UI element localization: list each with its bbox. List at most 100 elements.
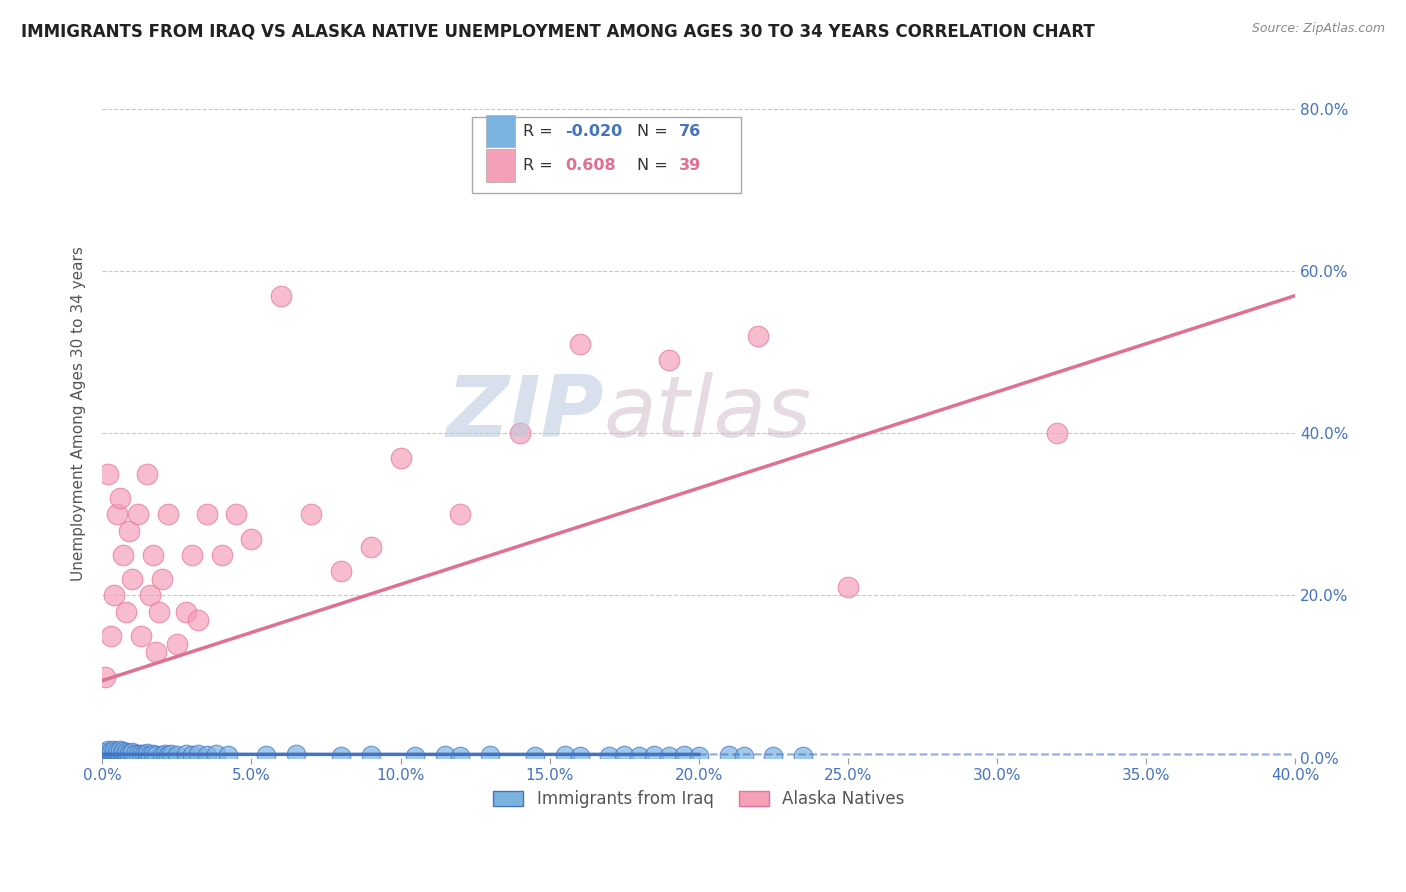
Point <box>105 749 128 764</box>
Point <box>479 748 502 763</box>
Point <box>180 748 202 763</box>
Point <box>180 548 202 562</box>
Point <box>404 749 426 764</box>
Point <box>554 748 576 763</box>
Point <box>240 532 263 546</box>
Point <box>195 508 218 522</box>
Point <box>105 747 128 762</box>
Point <box>150 748 173 763</box>
Point <box>174 747 197 762</box>
Point <box>129 629 152 643</box>
Point <box>360 540 382 554</box>
Text: 76: 76 <box>679 124 700 139</box>
Point <box>509 426 531 441</box>
Point <box>108 749 131 764</box>
Point <box>94 747 117 761</box>
Point <box>139 748 162 763</box>
Point <box>792 749 814 764</box>
Point <box>97 746 120 760</box>
Point <box>103 745 125 759</box>
Point <box>360 748 382 763</box>
Point <box>195 748 218 763</box>
Point <box>166 748 188 763</box>
Text: R =: R = <box>523 158 553 173</box>
Point <box>94 745 117 759</box>
Point <box>108 743 131 757</box>
Point <box>108 747 131 762</box>
Point <box>658 353 681 368</box>
Point <box>613 748 636 763</box>
Point <box>97 467 120 481</box>
Point <box>121 745 143 759</box>
Text: 0.608: 0.608 <box>565 158 616 173</box>
Point <box>299 508 322 522</box>
Point <box>115 745 138 759</box>
Point <box>672 748 695 763</box>
Point <box>211 548 233 562</box>
Point <box>598 749 620 764</box>
Point <box>156 748 179 763</box>
Point <box>132 747 155 761</box>
Point <box>103 589 125 603</box>
Point <box>121 572 143 586</box>
Point <box>204 747 226 762</box>
Point <box>94 669 117 683</box>
Point <box>389 450 412 465</box>
Point <box>97 747 120 762</box>
Point <box>103 749 125 764</box>
Point <box>329 749 352 764</box>
FancyBboxPatch shape <box>486 115 515 147</box>
Point <box>100 629 122 643</box>
Point <box>174 605 197 619</box>
Point <box>628 749 651 764</box>
Point <box>103 747 125 761</box>
Point <box>166 637 188 651</box>
Point <box>145 645 167 659</box>
Point <box>142 548 165 562</box>
Point <box>643 748 665 763</box>
Y-axis label: Unemployment Among Ages 30 to 34 years: Unemployment Among Ages 30 to 34 years <box>72 245 86 581</box>
Point <box>94 748 117 763</box>
Point <box>100 746 122 760</box>
Text: ZIP: ZIP <box>446 372 603 455</box>
Point <box>118 524 141 538</box>
Point <box>187 613 209 627</box>
Point <box>747 329 769 343</box>
Point <box>837 581 859 595</box>
Point <box>225 508 247 522</box>
Point <box>105 746 128 760</box>
Point <box>127 508 149 522</box>
Text: 39: 39 <box>679 158 700 173</box>
Point <box>254 748 277 763</box>
Point <box>136 467 159 481</box>
Text: N =: N = <box>637 158 668 173</box>
Point <box>112 744 135 758</box>
Point <box>136 748 159 763</box>
Point <box>115 747 138 761</box>
Point <box>129 747 152 762</box>
Text: R =: R = <box>523 124 553 139</box>
Point <box>112 548 135 562</box>
Point <box>688 749 710 764</box>
Point <box>136 746 159 760</box>
Point <box>127 747 149 761</box>
Point <box>285 747 308 762</box>
Point <box>270 288 292 302</box>
Point <box>153 747 176 762</box>
Point <box>187 747 209 761</box>
Point <box>150 572 173 586</box>
Point <box>105 744 128 758</box>
Point <box>115 748 138 763</box>
Point <box>118 748 141 763</box>
Text: N =: N = <box>637 124 668 139</box>
Point <box>217 748 239 763</box>
Point <box>159 747 181 762</box>
FancyBboxPatch shape <box>472 117 741 193</box>
Point <box>145 748 167 763</box>
Point <box>733 749 755 764</box>
Point <box>100 748 122 763</box>
Point <box>121 747 143 762</box>
Point <box>97 748 120 763</box>
Text: -0.020: -0.020 <box>565 124 623 139</box>
Point <box>115 605 138 619</box>
